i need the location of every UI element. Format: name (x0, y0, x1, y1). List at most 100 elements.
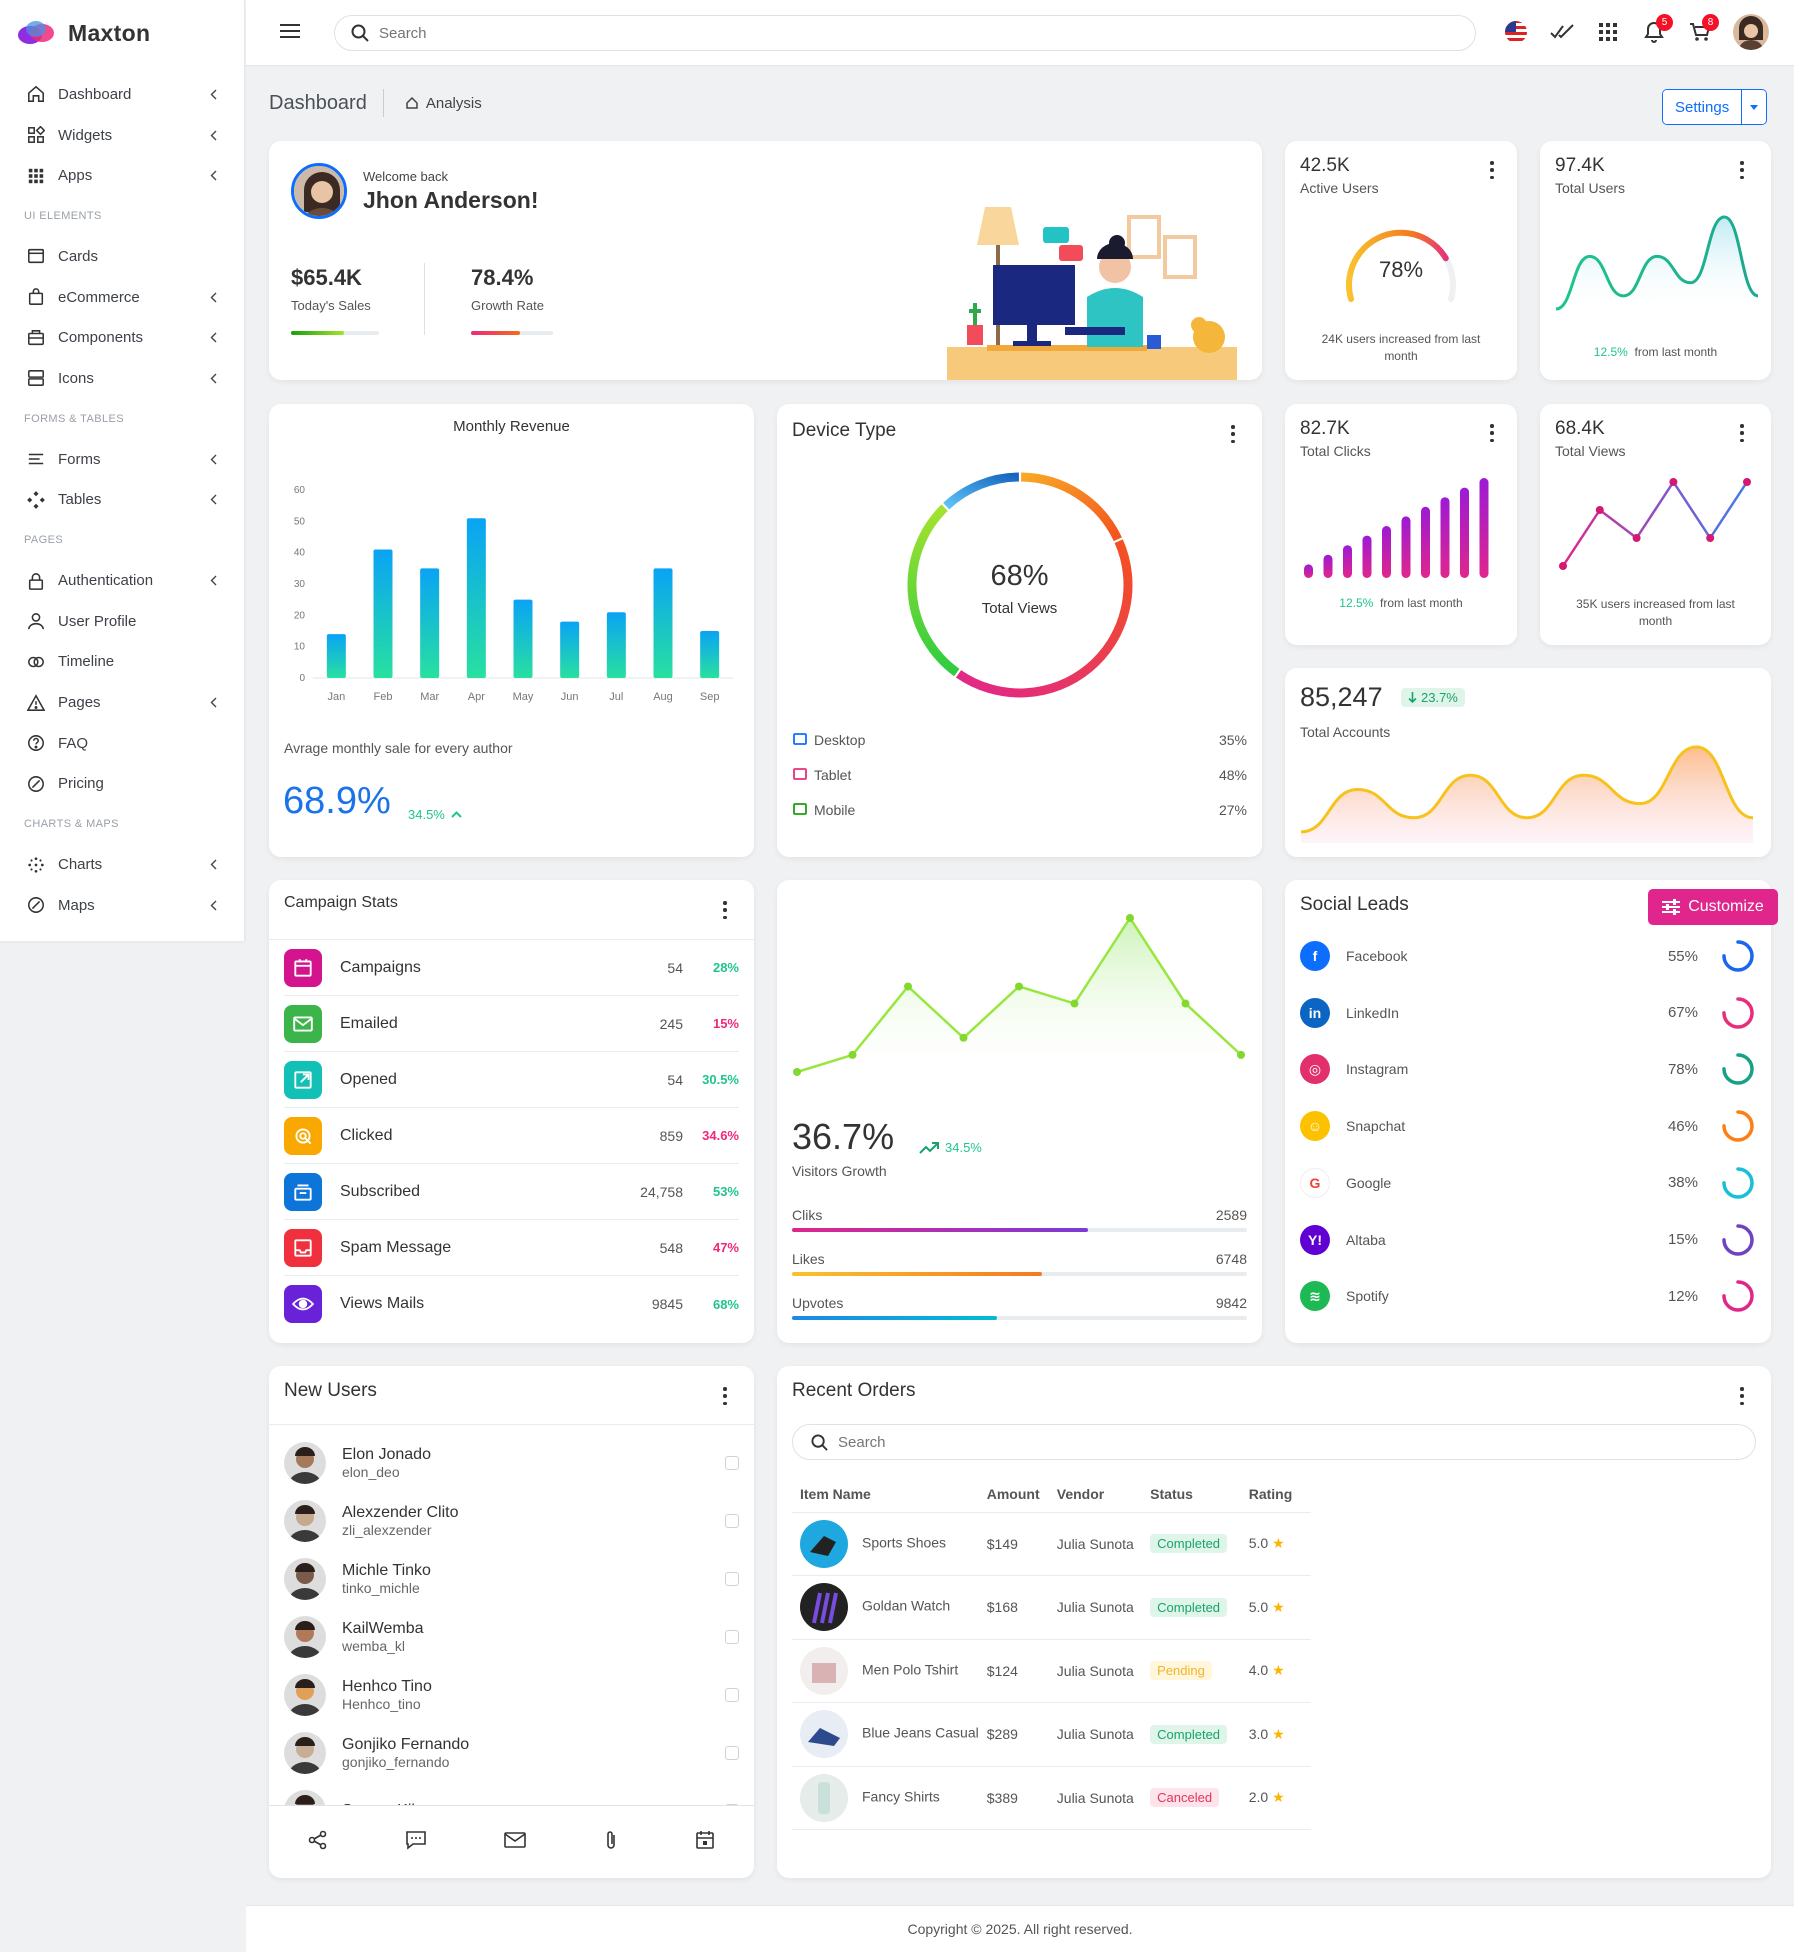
total-users-menu-button[interactable] (1739, 161, 1745, 179)
click-icon (295, 1127, 312, 1144)
check-all-button[interactable] (1549, 14, 1575, 50)
user-row[interactable]: Michle Tinko tinko_michle (284, 1550, 739, 1608)
sidebar-item-dashboard[interactable]: Dashboard (0, 74, 244, 115)
status-badge: Completed (1150, 1597, 1228, 1617)
total-clicks-label: Total Clicks (1300, 443, 1371, 459)
welcome-card: Welcome back Jhon Anderson! $65.4K Today… (269, 141, 1262, 380)
user-checkbox[interactable] (725, 1746, 739, 1760)
campaign-row-clicked[interactable]: Clicked 859 34.6% (284, 1108, 739, 1164)
user-avatar[interactable] (1733, 14, 1769, 50)
monthly-revenue-change-value: 34.5% (408, 807, 445, 822)
user-row[interactable]: Elon Jonado elon_deo (284, 1434, 739, 1492)
order-row[interactable]: Men Polo Tshirt $124 Julia Sunota Pending 4.… (792, 1639, 1311, 1703)
sidebar-item-label: Tables (58, 491, 102, 509)
social-row-altaba[interactable]: Y! Altaba 15% (1300, 1220, 1756, 1260)
sidebar-item-pricing[interactable]: Pricing (0, 764, 244, 805)
column-header-vendor[interactable]: Vendor (1048, 1476, 1143, 1513)
social-row-snapchat[interactable]: ☺ Snapchat 46% (1300, 1106, 1756, 1146)
breadcrumb-current[interactable]: Analysis (406, 95, 482, 112)
orders-search[interactable] (792, 1424, 1756, 1460)
social-row-facebook[interactable]: f Facebook 55% (1300, 936, 1756, 976)
total-clicks-menu-button[interactable] (1489, 424, 1495, 442)
user-checkbox[interactable] (725, 1456, 739, 1470)
customize-button[interactable]: Customize (1648, 889, 1778, 925)
campaign-row-spam-message[interactable]: Spam Message 548 47% (284, 1220, 739, 1276)
active-users-menu-button[interactable] (1489, 161, 1495, 179)
settings-button[interactable]: Settings (1663, 90, 1743, 124)
top-search-input[interactable] (379, 24, 1475, 42)
campaign-stats-menu-button[interactable] (722, 901, 728, 919)
visitors-growth-area (797, 918, 1241, 1080)
settings-dropdown-toggle[interactable] (1742, 90, 1767, 124)
sidebar-item-tables[interactable]: Tables (0, 480, 244, 521)
order-row[interactable]: Fancy Shirts $389 Julia Sunota Canceled 2.0 … (792, 1766, 1311, 1830)
campaign-row-opened[interactable]: Opened 54 30.5% (284, 1052, 739, 1108)
sidebar-item-icons[interactable]: Icons (0, 358, 244, 399)
order-status-cell: Canceled (1142, 1766, 1241, 1830)
social-row-instagram[interactable]: ◎ Instagram 78% (1300, 1049, 1756, 1089)
sidebar-item-authentication[interactable]: Authentication (0, 560, 244, 601)
sidebar-item-timeline[interactable]: Timeline (0, 642, 244, 683)
message-button[interactable] (405, 1830, 427, 1853)
yahoo-icon: Y! (1300, 1224, 1330, 1255)
social-row-spotify[interactable]: ≋ Spotify 12% (1300, 1276, 1756, 1316)
sidebar-item-label: Pricing (58, 775, 104, 793)
social-row-linkedin[interactable]: in LinkedIn 67% (1300, 993, 1756, 1033)
orders-search-input[interactable] (838, 1433, 1755, 1451)
column-header-item-name[interactable]: Item Name (792, 1476, 979, 1513)
cart-button[interactable]: 8 (1687, 14, 1719, 50)
column-header-rating[interactable]: Rating (1240, 1476, 1311, 1513)
sidebar-item-forms[interactable]: Forms (0, 439, 244, 480)
trend-up-icon (919, 1141, 939, 1154)
user-row[interactable]: KailWemba wemba_kl (284, 1608, 739, 1666)
column-header-amount[interactable]: Amount (978, 1476, 1049, 1513)
total-views-menu-button[interactable] (1739, 424, 1745, 442)
desktop-icon (793, 733, 807, 745)
language-button[interactable] (1503, 14, 1529, 50)
user-checkbox[interactable] (725, 1630, 739, 1644)
new-users-menu-button[interactable] (722, 1387, 728, 1405)
apps-button[interactable] (1595, 14, 1621, 50)
sidebar-item-maps[interactable]: Maps (0, 885, 244, 926)
sidebar-item-charts[interactable]: Charts (0, 844, 244, 885)
sidebar-item-ecommerce[interactable]: eCommerce (0, 277, 244, 318)
recent-orders-menu-button[interactable] (1739, 1387, 1745, 1405)
new-users-title: New Users (284, 1380, 377, 1401)
campaign-row-subscribed[interactable]: Subscribed 24,758 53% (284, 1164, 739, 1220)
order-row[interactable]: Sports Shoes $149 Julia Sunota Completed 5.0… (792, 1512, 1311, 1576)
campaign-count: 54 (667, 1071, 683, 1088)
attach-button[interactable] (604, 1829, 618, 1854)
share-button[interactable] (308, 1830, 328, 1853)
sidebar-item-widgets[interactable]: Widgets (0, 115, 244, 156)
order-row[interactable]: Blue Jeans Casual $289 Julia Sunota Complet… (792, 1702, 1311, 1767)
campaign-row-emailed[interactable]: Emailed 245 15% (284, 996, 739, 1052)
campaign-row-views-mails[interactable]: Views Mails 9845 68% (284, 1276, 739, 1332)
total-accounts-value: 85,247 (1300, 682, 1383, 712)
sidebar-item-apps[interactable]: Apps (0, 155, 244, 196)
top-search[interactable] (334, 15, 1476, 51)
user-checkbox[interactable] (725, 1572, 739, 1586)
social-row-google[interactable]: G Google 38% (1300, 1163, 1756, 1203)
campaign-row-campaigns[interactable]: Campaigns 54 28% (284, 940, 739, 996)
sidebar-item-user-profile[interactable]: User Profile (0, 601, 244, 642)
user-checkbox[interactable] (725, 1514, 739, 1528)
menu-toggle-button[interactable] (280, 22, 300, 43)
campaign-header-divider (269, 939, 754, 940)
new-users-list[interactable]: Elon Jonado elon_deo Alexzender Clito zli_a… (269, 1426, 754, 1806)
brand[interactable]: Maxton (0, 0, 244, 66)
order-row[interactable]: Goldan Watch $168 Julia Sunota Completed 5.0… (792, 1575, 1311, 1640)
device-type-menu-button[interactable] (1230, 425, 1236, 443)
email-button[interactable] (504, 1831, 527, 1852)
sidebar-item-cards[interactable]: Cards (0, 236, 244, 277)
user-checkbox[interactable] (725, 1688, 739, 1702)
user-row[interactable]: Gonjiko Fernando gonjiko_fernando (284, 1724, 739, 1782)
user-row[interactable]: Specer Kilo (284, 1782, 739, 1806)
sidebar-item-faq[interactable]: FAQ (0, 723, 244, 764)
sidebar-item-pages[interactable]: Pages (0, 682, 244, 723)
user-row[interactable]: Alexzender Clito zli_alexzender (284, 1492, 739, 1550)
sidebar-item-components[interactable]: Components (0, 317, 244, 358)
user-row[interactable]: Henhco Tino Henhco_tino (284, 1666, 739, 1724)
notifications-button[interactable]: 5 (1641, 14, 1673, 50)
calendar-button[interactable] (695, 1830, 715, 1853)
column-header-status[interactable]: Status (1142, 1476, 1241, 1513)
